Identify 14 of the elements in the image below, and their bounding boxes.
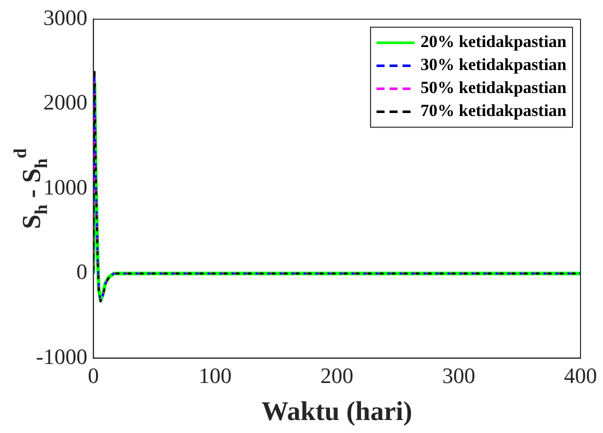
y-tick-label: 0 [76, 259, 88, 284]
y-tick-label: -1000 [36, 344, 88, 369]
x-tick-label: 200 [320, 363, 354, 388]
legend-label: 50% ketidakpastian [420, 78, 568, 98]
y-tick-label: 1000 [43, 174, 88, 200]
legend-label: 30% ketidakpastian [420, 55, 568, 74]
legend-label: 70% ketidakpastian [420, 101, 568, 120]
y-tick-label: 2000 [43, 90, 88, 115]
legend-label: 20% ketidakpastian [420, 32, 568, 52]
y-tick-label: 3000 [43, 4, 88, 30]
x-tick-label: 400 [564, 363, 597, 388]
x-tick-label: 100 [198, 363, 232, 388]
x-tick-label: 300 [442, 363, 476, 388]
x-axis-title: Waktu (hari) [262, 396, 412, 426]
